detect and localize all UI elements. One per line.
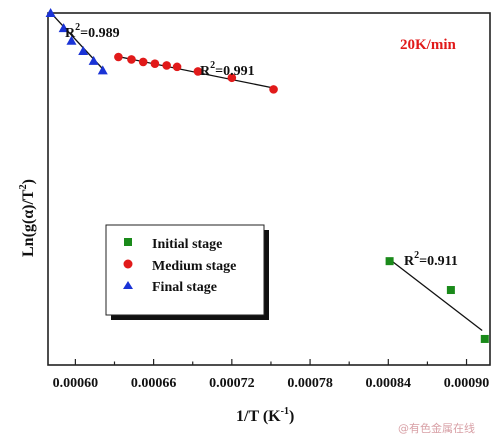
fit-line xyxy=(389,258,483,332)
data-point-final xyxy=(88,55,99,65)
data-markers xyxy=(45,8,489,343)
r2-label-final: R2=0.989 xyxy=(65,22,120,41)
data-point-medium xyxy=(269,85,278,94)
y-axis-title: Ln(g(α)/T2) xyxy=(18,179,37,257)
x-tick-label: 0.00072 xyxy=(209,376,255,391)
r2-label-medium: R2=0.991 xyxy=(200,60,255,79)
x-tick-label: 0.00090 xyxy=(444,376,490,391)
data-point-final xyxy=(66,35,77,45)
data-point-initial xyxy=(446,286,455,295)
legend-label-medium: Medium stage xyxy=(152,259,236,274)
data-point-final xyxy=(78,46,89,56)
data-point-final xyxy=(97,65,108,75)
r2-label-initial: R2=0.911 xyxy=(404,250,458,269)
data-point-medium xyxy=(150,59,160,68)
legend-box xyxy=(105,224,265,316)
x-tick-label: 0.00066 xyxy=(131,376,177,391)
data-point-final xyxy=(45,8,56,17)
data-point-initial xyxy=(385,257,394,266)
data-point-medium xyxy=(162,61,171,70)
data-point-initial xyxy=(480,334,489,343)
data-point-medium xyxy=(138,57,148,67)
x-tick-label: 0.00078 xyxy=(287,376,333,391)
data-point-medium xyxy=(193,67,203,76)
x-axis-title: 1/T (K-1) xyxy=(236,406,294,425)
data-point-medium xyxy=(114,52,123,62)
legend-marker-medium xyxy=(123,259,133,269)
legend-label-final: Final stage xyxy=(152,280,217,295)
x-ticks: 0.00060 0.00066 0.00072 0.00078 0.00084 0.000… xyxy=(53,359,490,391)
data-point-medium xyxy=(227,73,237,83)
legend-label-initial: Initial stage xyxy=(152,237,222,252)
watermark: @有色金属在线 xyxy=(398,421,475,435)
data-point-medium xyxy=(172,62,182,72)
x-tick-label: 0.00060 xyxy=(53,376,99,391)
heating-rate-label: 20K/min xyxy=(400,37,456,53)
legend-marker-final xyxy=(123,281,133,289)
x-tick-label: 0.00084 xyxy=(366,376,412,391)
plot-frame xyxy=(47,12,491,366)
data-point-medium xyxy=(127,55,136,64)
data-point-final xyxy=(58,23,69,33)
legend: Initial stage Medium stage Final stage xyxy=(105,224,269,320)
legend-marker-initial xyxy=(124,238,132,246)
